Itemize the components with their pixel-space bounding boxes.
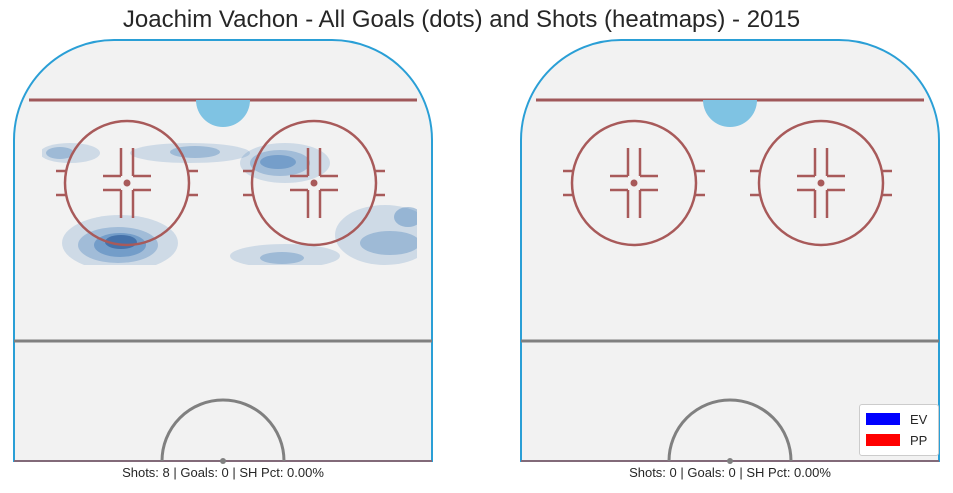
center-dot bbox=[727, 458, 733, 464]
heat-blob bbox=[250, 150, 310, 176]
rink-left bbox=[13, 39, 433, 464]
chart-title: Joachim Vachon - All Goals (dots) and Sh… bbox=[122, 6, 801, 33]
heat-blob bbox=[260, 155, 296, 169]
heat-blob bbox=[42, 143, 100, 163]
heat-blob bbox=[360, 231, 417, 255]
legend-swatch-pp bbox=[866, 434, 900, 446]
rink-right-ice bbox=[520, 39, 940, 462]
center-circle bbox=[667, 398, 793, 462]
faceoff-circle-right bbox=[243, 119, 385, 247]
heat-blob bbox=[394, 207, 417, 227]
faceoff-dot bbox=[817, 179, 825, 187]
heat-blob bbox=[230, 244, 340, 265]
faceoff-dot bbox=[310, 179, 318, 187]
heat-blob bbox=[46, 147, 74, 159]
legend-label-ev: EV bbox=[910, 411, 928, 427]
heat-blob bbox=[130, 143, 250, 163]
faceoff-circle-left bbox=[56, 119, 198, 247]
legend-item-ev: EV bbox=[866, 411, 927, 427]
center-circle bbox=[160, 398, 286, 462]
heat-blob bbox=[260, 252, 304, 264]
faceoff-circle-left bbox=[563, 119, 705, 247]
faceoff-dot bbox=[630, 179, 638, 187]
panel-left-caption: Shots: 8 | Goals: 0 | SH Pct: 0.00% bbox=[122, 465, 324, 480]
legend-label-pp: PP bbox=[910, 432, 928, 448]
panel-right-caption: Shots: 0 | Goals: 0 | SH Pct: 0.00% bbox=[629, 465, 831, 480]
legend-item-pp: PP bbox=[866, 432, 927, 448]
legend-swatch-ev bbox=[866, 413, 900, 425]
faceoff-circle-right bbox=[750, 119, 892, 247]
shot-heatmap bbox=[42, 143, 417, 265]
faceoff-dot bbox=[123, 179, 131, 187]
goal-crease bbox=[703, 100, 757, 127]
rink-right bbox=[520, 39, 940, 464]
goal-crease bbox=[196, 100, 250, 127]
rink-left-ice bbox=[13, 39, 433, 462]
heat-blob bbox=[335, 205, 417, 265]
center-dot bbox=[220, 458, 226, 464]
legend: EV PP bbox=[859, 404, 939, 456]
